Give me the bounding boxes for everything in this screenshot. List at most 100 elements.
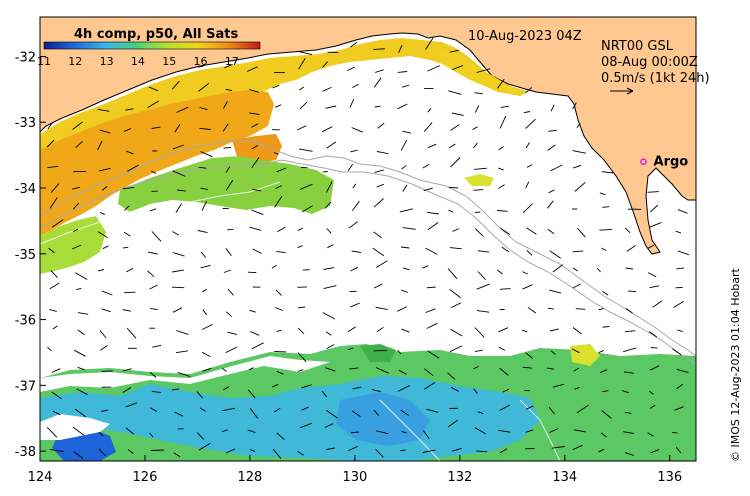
sst-blue-patch-middle [336,392,430,446]
current-vector [373,48,385,50]
current-vector [125,108,134,111]
current-vector [452,228,460,232]
current-vector [474,349,483,353]
current-vector [77,312,89,315]
current-vector [277,226,286,233]
current-vector [101,290,113,296]
current-vector [623,371,635,374]
current-vector [223,386,230,391]
current-vector [98,431,104,436]
current-vector [222,407,236,412]
current-vector [476,283,490,290]
current-vector [601,171,614,174]
current-vector [150,308,158,311]
current-vector [549,250,561,259]
current-vector [274,196,283,208]
current-vector [198,83,210,92]
current-vector [474,92,483,95]
current-vector [401,328,410,333]
x-tick-label: 128 [238,470,263,485]
current-vector [649,390,654,395]
current-vector [201,200,208,211]
current-vector [324,423,334,428]
current-vector [375,69,384,73]
current-vector [227,331,238,335]
current-vector [449,49,459,53]
current-vector [251,157,260,169]
current-vector [527,306,537,314]
current-vector [101,186,108,191]
current-vector [549,428,559,433]
current-vector [77,366,85,371]
current-vector [373,77,382,88]
current-vector [172,170,186,177]
current-vector [525,429,534,433]
cloud-gap-lower [40,414,110,440]
current-vector [348,445,358,452]
current-vector [272,84,280,89]
date-label: 10-Aug-2023 04Z [468,29,582,44]
current-vector [276,167,287,173]
current-vector [501,246,510,253]
current-vector [50,183,60,193]
current-vector [172,231,179,236]
current-vector [502,388,510,393]
current-vector [75,141,83,149]
current-vector [374,105,381,108]
current-vector [72,186,81,190]
current-vector [623,347,636,353]
current-vector [75,272,88,280]
current-vector [325,105,337,109]
current-vector [48,247,55,254]
colorbar-title: 4h comp, p50, All Sats [74,27,238,42]
current-vector [402,130,412,134]
current-vector [572,444,583,451]
current-vector [499,448,508,454]
current-vector [599,369,608,374]
current-vector [627,290,637,293]
current-vector [147,100,160,109]
current-vector [249,309,256,313]
y-tick-label: -37 [15,379,36,394]
current-vector [271,264,277,269]
current-vector [451,112,464,116]
current-vector [400,409,409,416]
current-vector [422,265,429,269]
current-vector [399,208,414,213]
current-vector [71,244,82,250]
current-vector [322,86,332,92]
current-vector [197,65,204,68]
current-vector [171,80,180,90]
current-vector [650,347,658,349]
current-vector [148,251,158,255]
current-vector [498,146,504,151]
current-vector [349,98,355,108]
current-vector [174,411,184,417]
current-vector [427,350,440,359]
current-vector [676,267,685,270]
current-vector [297,227,304,231]
current-vector [326,141,337,149]
current-vector [122,186,135,190]
current-vector [526,164,533,168]
current-vector [127,449,134,454]
current-vector [325,367,336,372]
x-axis: 124 126 128 130 132 134 136 [28,455,682,485]
current-vector [672,348,682,356]
current-vector [376,151,389,155]
current-vector [176,330,189,335]
current-vector [450,124,460,131]
sst-green-patch-east [464,174,494,186]
current-vector [101,409,108,412]
current-vector [299,86,304,91]
current-vector [321,390,328,398]
current-vector [400,139,408,151]
current-vector [572,283,581,289]
plot-frame [39,16,697,462]
argo-label: Argo [654,155,689,170]
current-vector [225,448,236,454]
current-vector [299,183,313,190]
bathymetry-contour-1000m [40,159,696,365]
current-vector [472,126,478,131]
current-vector [248,89,259,93]
